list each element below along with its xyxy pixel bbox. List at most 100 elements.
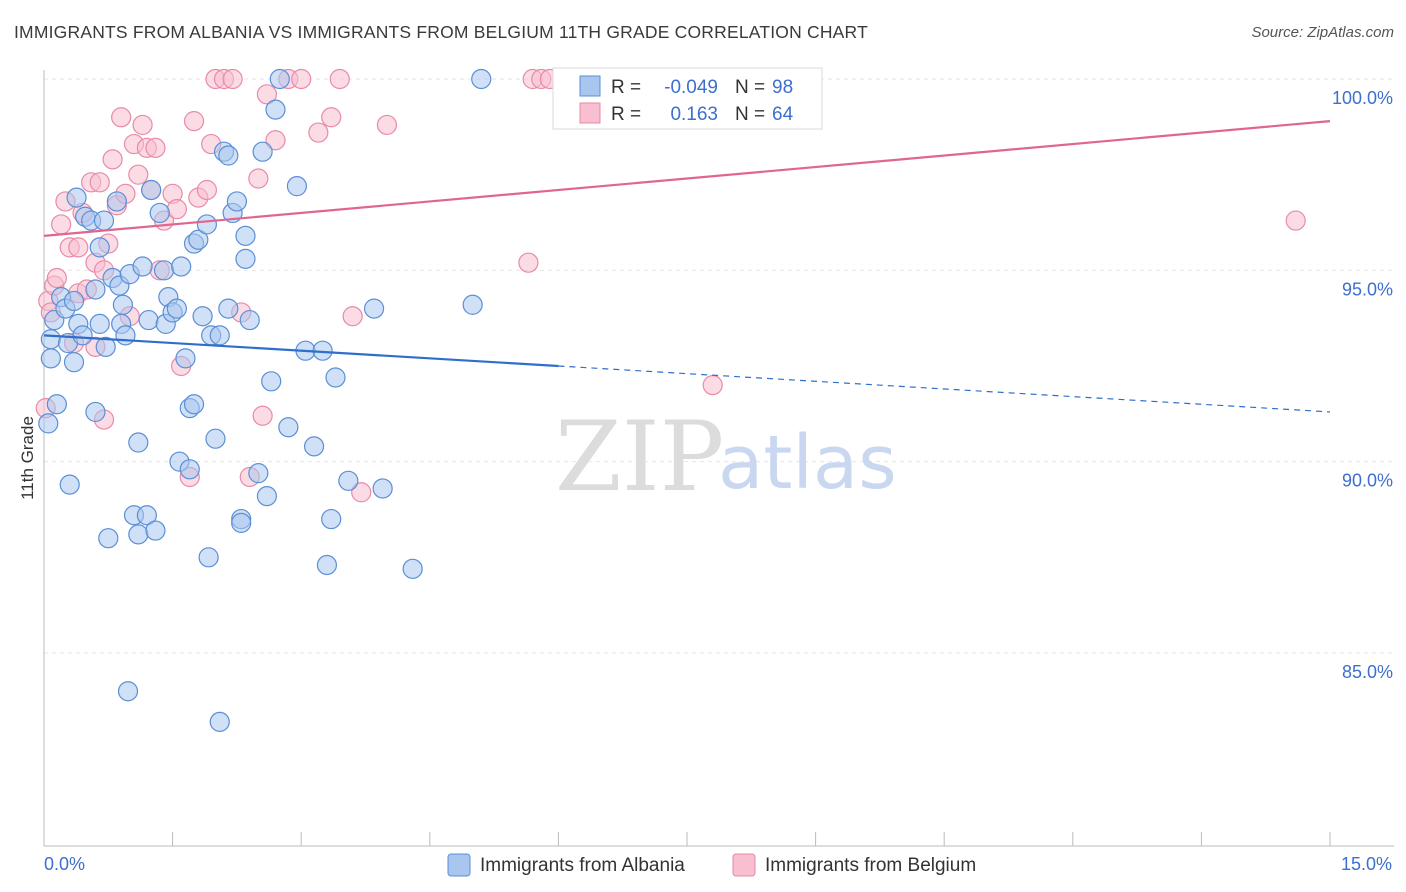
data-point-albania (462, 294, 483, 315)
data-point-albania (218, 298, 239, 319)
data-point-albania (93, 210, 115, 231)
data-point-albania (149, 202, 170, 224)
data-point-albania (235, 225, 256, 246)
data-point-albania (85, 401, 106, 423)
data-point-albania (325, 367, 346, 388)
trend-line-belgium (43, 119, 1331, 237)
stats-albania-n-label: N = (735, 77, 765, 98)
data-point-albania (136, 505, 157, 526)
data-point-albania (248, 463, 269, 484)
data-point-albania (192, 306, 213, 327)
data-point-albania (128, 432, 149, 453)
data-point-albania (235, 248, 256, 269)
legend: Immigrants from Albania Immigrants from … (447, 853, 976, 877)
x-ticks (43, 832, 1331, 846)
data-point-albania (63, 290, 85, 312)
data-point-albania (171, 256, 192, 277)
data-point-albania (95, 336, 116, 357)
data-point-albania (89, 237, 110, 258)
data-point-albania (218, 145, 239, 166)
data-point-belgium (376, 114, 398, 136)
grid-lines (44, 78, 1394, 654)
legend-swatch-belgium[interactable] (732, 853, 756, 877)
data-point-belgium (329, 68, 350, 90)
watermark-zip: ZIP (555, 401, 724, 513)
data-point-albania (98, 528, 119, 549)
data-point-albania (40, 348, 61, 369)
axes (43, 70, 1394, 847)
series-albania-points (38, 68, 492, 732)
data-point-albania (256, 486, 278, 507)
data-point-albania (402, 558, 423, 579)
y-tick-label: 100.0% (1332, 88, 1393, 108)
data-point-albania (145, 520, 166, 541)
stats-albania-n-value: 98 (772, 77, 793, 98)
data-point-belgium (166, 199, 187, 220)
data-point-albania (261, 371, 282, 392)
data-point-belgium (252, 405, 273, 426)
data-point-belgium (256, 84, 278, 105)
data-point-belgium (111, 107, 132, 128)
y-tick-label: 90.0% (1342, 471, 1393, 491)
data-point-albania (132, 256, 153, 277)
data-point-belgium (89, 172, 110, 193)
data-point-albania (85, 279, 106, 300)
data-point-albania (141, 179, 162, 201)
trend-line-albania-extrapolated (558, 365, 1331, 413)
data-point-albania (471, 68, 492, 90)
trend-lines (43, 119, 1331, 413)
watermark-atlas: atlas (718, 420, 897, 506)
data-point-albania (196, 214, 217, 235)
data-point-albania (269, 68, 290, 90)
data-point-belgium (248, 168, 269, 189)
data-point-belgium (308, 122, 329, 143)
data-point-belgium (145, 137, 166, 158)
data-point-albania (188, 229, 209, 250)
x-tick-label-min: 0.0% (44, 854, 85, 874)
data-point-belgium (351, 482, 372, 503)
watermark: ZIP atlas (555, 401, 897, 513)
data-point-albania (115, 325, 136, 346)
data-point-albania (175, 348, 196, 369)
data-point-belgium (518, 252, 539, 273)
data-point-albania (265, 99, 286, 120)
data-point-albania (363, 298, 385, 319)
data-point-albania (209, 711, 230, 732)
data-point-belgium (132, 114, 153, 136)
y-tick-labels: 85.0% 90.0% 95.0% 100.0% (1332, 88, 1393, 682)
data-point-albania (72, 325, 93, 346)
legend-swatch-albania[interactable] (447, 853, 471, 877)
stats-swatch-belgium (579, 102, 601, 124)
data-point-albania (372, 478, 393, 499)
data-point-albania (278, 417, 299, 438)
data-point-albania (59, 474, 80, 495)
legend-label-belgium[interactable]: Immigrants from Belgium (765, 855, 976, 876)
data-point-albania (46, 394, 67, 415)
legend-label-albania[interactable]: Immigrants from Albania (480, 855, 685, 876)
data-point-albania (338, 470, 359, 491)
trend-line-albania (43, 334, 559, 368)
data-point-albania (316, 554, 338, 576)
data-point-albania (128, 524, 149, 545)
data-point-albania (66, 187, 87, 208)
y-tick-label: 95.0% (1342, 279, 1393, 299)
data-point-albania (205, 428, 226, 449)
data-point-albania (106, 191, 127, 212)
data-point-albania (321, 508, 342, 530)
data-point-albania (63, 352, 85, 373)
stats-belgium-n-label: N = (735, 104, 765, 125)
data-point-belgium (196, 179, 217, 201)
data-point-albania (117, 681, 139, 702)
data-point-albania (252, 141, 273, 162)
stats-albania-r-label: R = (611, 77, 641, 98)
stats-albania-r-value: -0.049 (664, 77, 718, 98)
stats-belgium-r-value: 0.163 (670, 104, 718, 125)
y-tick-label: 85.0% (1342, 662, 1393, 682)
data-point-belgium (1285, 210, 1306, 231)
source-credit: Source: ZipAtlas.com (1251, 24, 1394, 41)
data-point-belgium (291, 68, 312, 90)
data-point-belgium (68, 237, 89, 258)
data-point-albania (112, 294, 133, 315)
stats-belgium-r-label: R = (611, 104, 641, 125)
